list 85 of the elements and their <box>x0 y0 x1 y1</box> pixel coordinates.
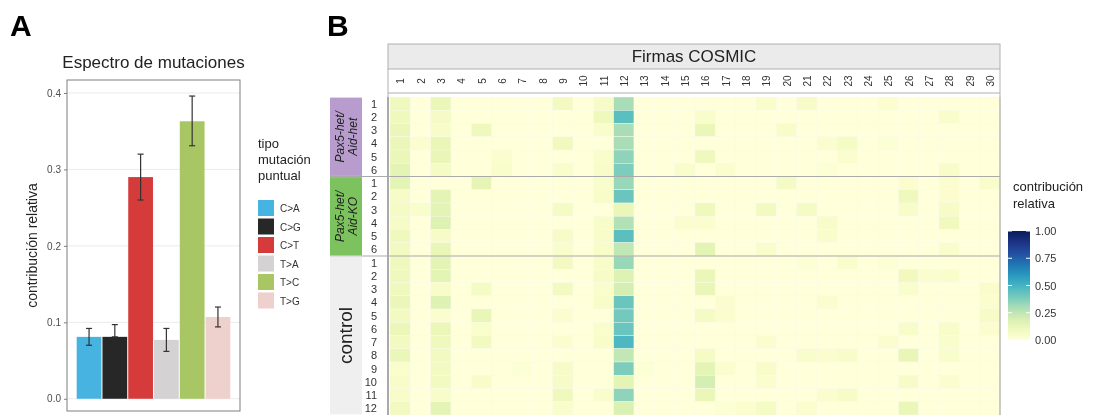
y-tick-label: 3 <box>370 203 377 216</box>
text: B <box>327 9 349 42</box>
bar <box>76 336 102 399</box>
x-tick-label: 25 <box>883 75 895 87</box>
x-tick-label: 9 <box>557 77 569 84</box>
text: Pax5-het/Aid-het <box>333 109 360 163</box>
y-tick-label: 6 <box>370 243 377 256</box>
x-tick-label: 18 <box>740 75 752 87</box>
legend-label: T>C <box>280 277 300 288</box>
x-tick-label: 11 <box>598 75 610 87</box>
bar <box>205 316 231 399</box>
x-tick-label: 21 <box>801 75 813 87</box>
y-tick-label: 6 <box>370 322 377 335</box>
legend-title: tipo mutación puntual <box>258 136 311 183</box>
y-tick-label: 6 <box>370 163 377 176</box>
x-tick-label: 15 <box>679 75 691 87</box>
x-tick-label: 3 <box>435 77 447 84</box>
x-tick-label: 26 <box>903 75 915 87</box>
text: A <box>10 9 32 42</box>
x-tick-label: 19 <box>761 75 773 87</box>
y-tick-label: 5 <box>370 230 377 243</box>
x-tick-label: 29 <box>964 75 976 87</box>
y-tick-label: 5 <box>370 309 377 322</box>
x-tick-label: 5 <box>476 77 488 84</box>
y-tick-label: 4 <box>370 216 377 229</box>
x-tick-label: 2 <box>415 77 427 84</box>
x-axis-title: Firmas COSMIC <box>631 47 757 66</box>
y-tick-label: 0.3 <box>47 164 62 176</box>
y-axis-title: contribución relativa <box>24 183 40 308</box>
y-tick-label: 0.4 <box>47 87 62 99</box>
x-tick-label: 24 <box>862 75 874 87</box>
y-tick-label: 2 <box>370 190 377 203</box>
x-tick-label: 22 <box>822 75 834 87</box>
y-tick-label: 3 <box>370 283 377 296</box>
y-tick-label: 3 <box>370 124 377 137</box>
y-tick-label: 0.1 <box>47 317 62 329</box>
x-tick-label: 30 <box>984 75 996 87</box>
bar <box>128 177 153 399</box>
x-tick-label: 17 <box>720 75 732 87</box>
color-bar-label: 0.75 <box>1035 252 1057 265</box>
y-tick-label: 8 <box>370 349 377 362</box>
y-tick-label: 1 <box>370 177 377 190</box>
y-tick-label: 1 <box>370 97 377 110</box>
legend-label: T>G <box>280 295 300 307</box>
chart-title: Espectro de mutaciones <box>62 53 245 72</box>
y-tick-label: 0.2 <box>47 240 62 252</box>
x-tick-label: 7 <box>517 77 529 84</box>
color-bar-title: contribución relativa <box>1013 179 1084 211</box>
x-tick-label: 4 <box>456 77 468 84</box>
y-tick-label: 12 <box>364 402 377 415</box>
y-tick-label: 0.0 <box>47 393 62 405</box>
color-bar-label: 0.50 <box>1035 279 1057 292</box>
legend-label: T>A <box>280 258 299 270</box>
text: control <box>335 306 356 365</box>
y-tick-label: 7 <box>370 336 377 349</box>
x-tick-label: 6 <box>496 77 508 84</box>
x-tick-label: 8 <box>537 77 549 84</box>
y-tick-label: 4 <box>370 296 377 309</box>
x-tick-label: 14 <box>659 75 671 87</box>
bar <box>179 121 205 399</box>
x-tick-label: 16 <box>700 75 712 87</box>
y-tick-label: 2 <box>370 110 377 123</box>
x-tick-label: 23 <box>842 75 854 87</box>
bar <box>154 339 179 399</box>
color-bar-label: 0.00 <box>1035 334 1057 346</box>
color-bar-label: 1.00 <box>1035 225 1057 237</box>
x-tick-label: 1 <box>395 77 407 84</box>
x-tick-label: 13 <box>639 75 651 87</box>
x-tick-label: 12 <box>618 75 630 87</box>
text: Pax5-het/Aid-KO <box>333 188 360 242</box>
y-tick-label: 4 <box>370 137 377 150</box>
x-tick-label: 27 <box>923 75 935 87</box>
legend-label: C>T <box>280 240 300 251</box>
y-tick-label: 2 <box>370 269 377 282</box>
x-tick-label: 10 <box>578 75 590 87</box>
x-tick-label: 28 <box>944 75 956 87</box>
y-tick-label: 11 <box>365 389 377 402</box>
legend-label: C>G <box>280 221 302 233</box>
y-tick-label: 5 <box>370 150 377 163</box>
y-tick-label: 9 <box>370 362 377 375</box>
y-tick-label: 10 <box>364 375 377 388</box>
legend-label: C>A <box>280 203 301 214</box>
y-tick-label: 1 <box>370 256 377 269</box>
color-bar-label: 0.25 <box>1035 306 1057 319</box>
x-tick-label: 20 <box>781 75 793 87</box>
